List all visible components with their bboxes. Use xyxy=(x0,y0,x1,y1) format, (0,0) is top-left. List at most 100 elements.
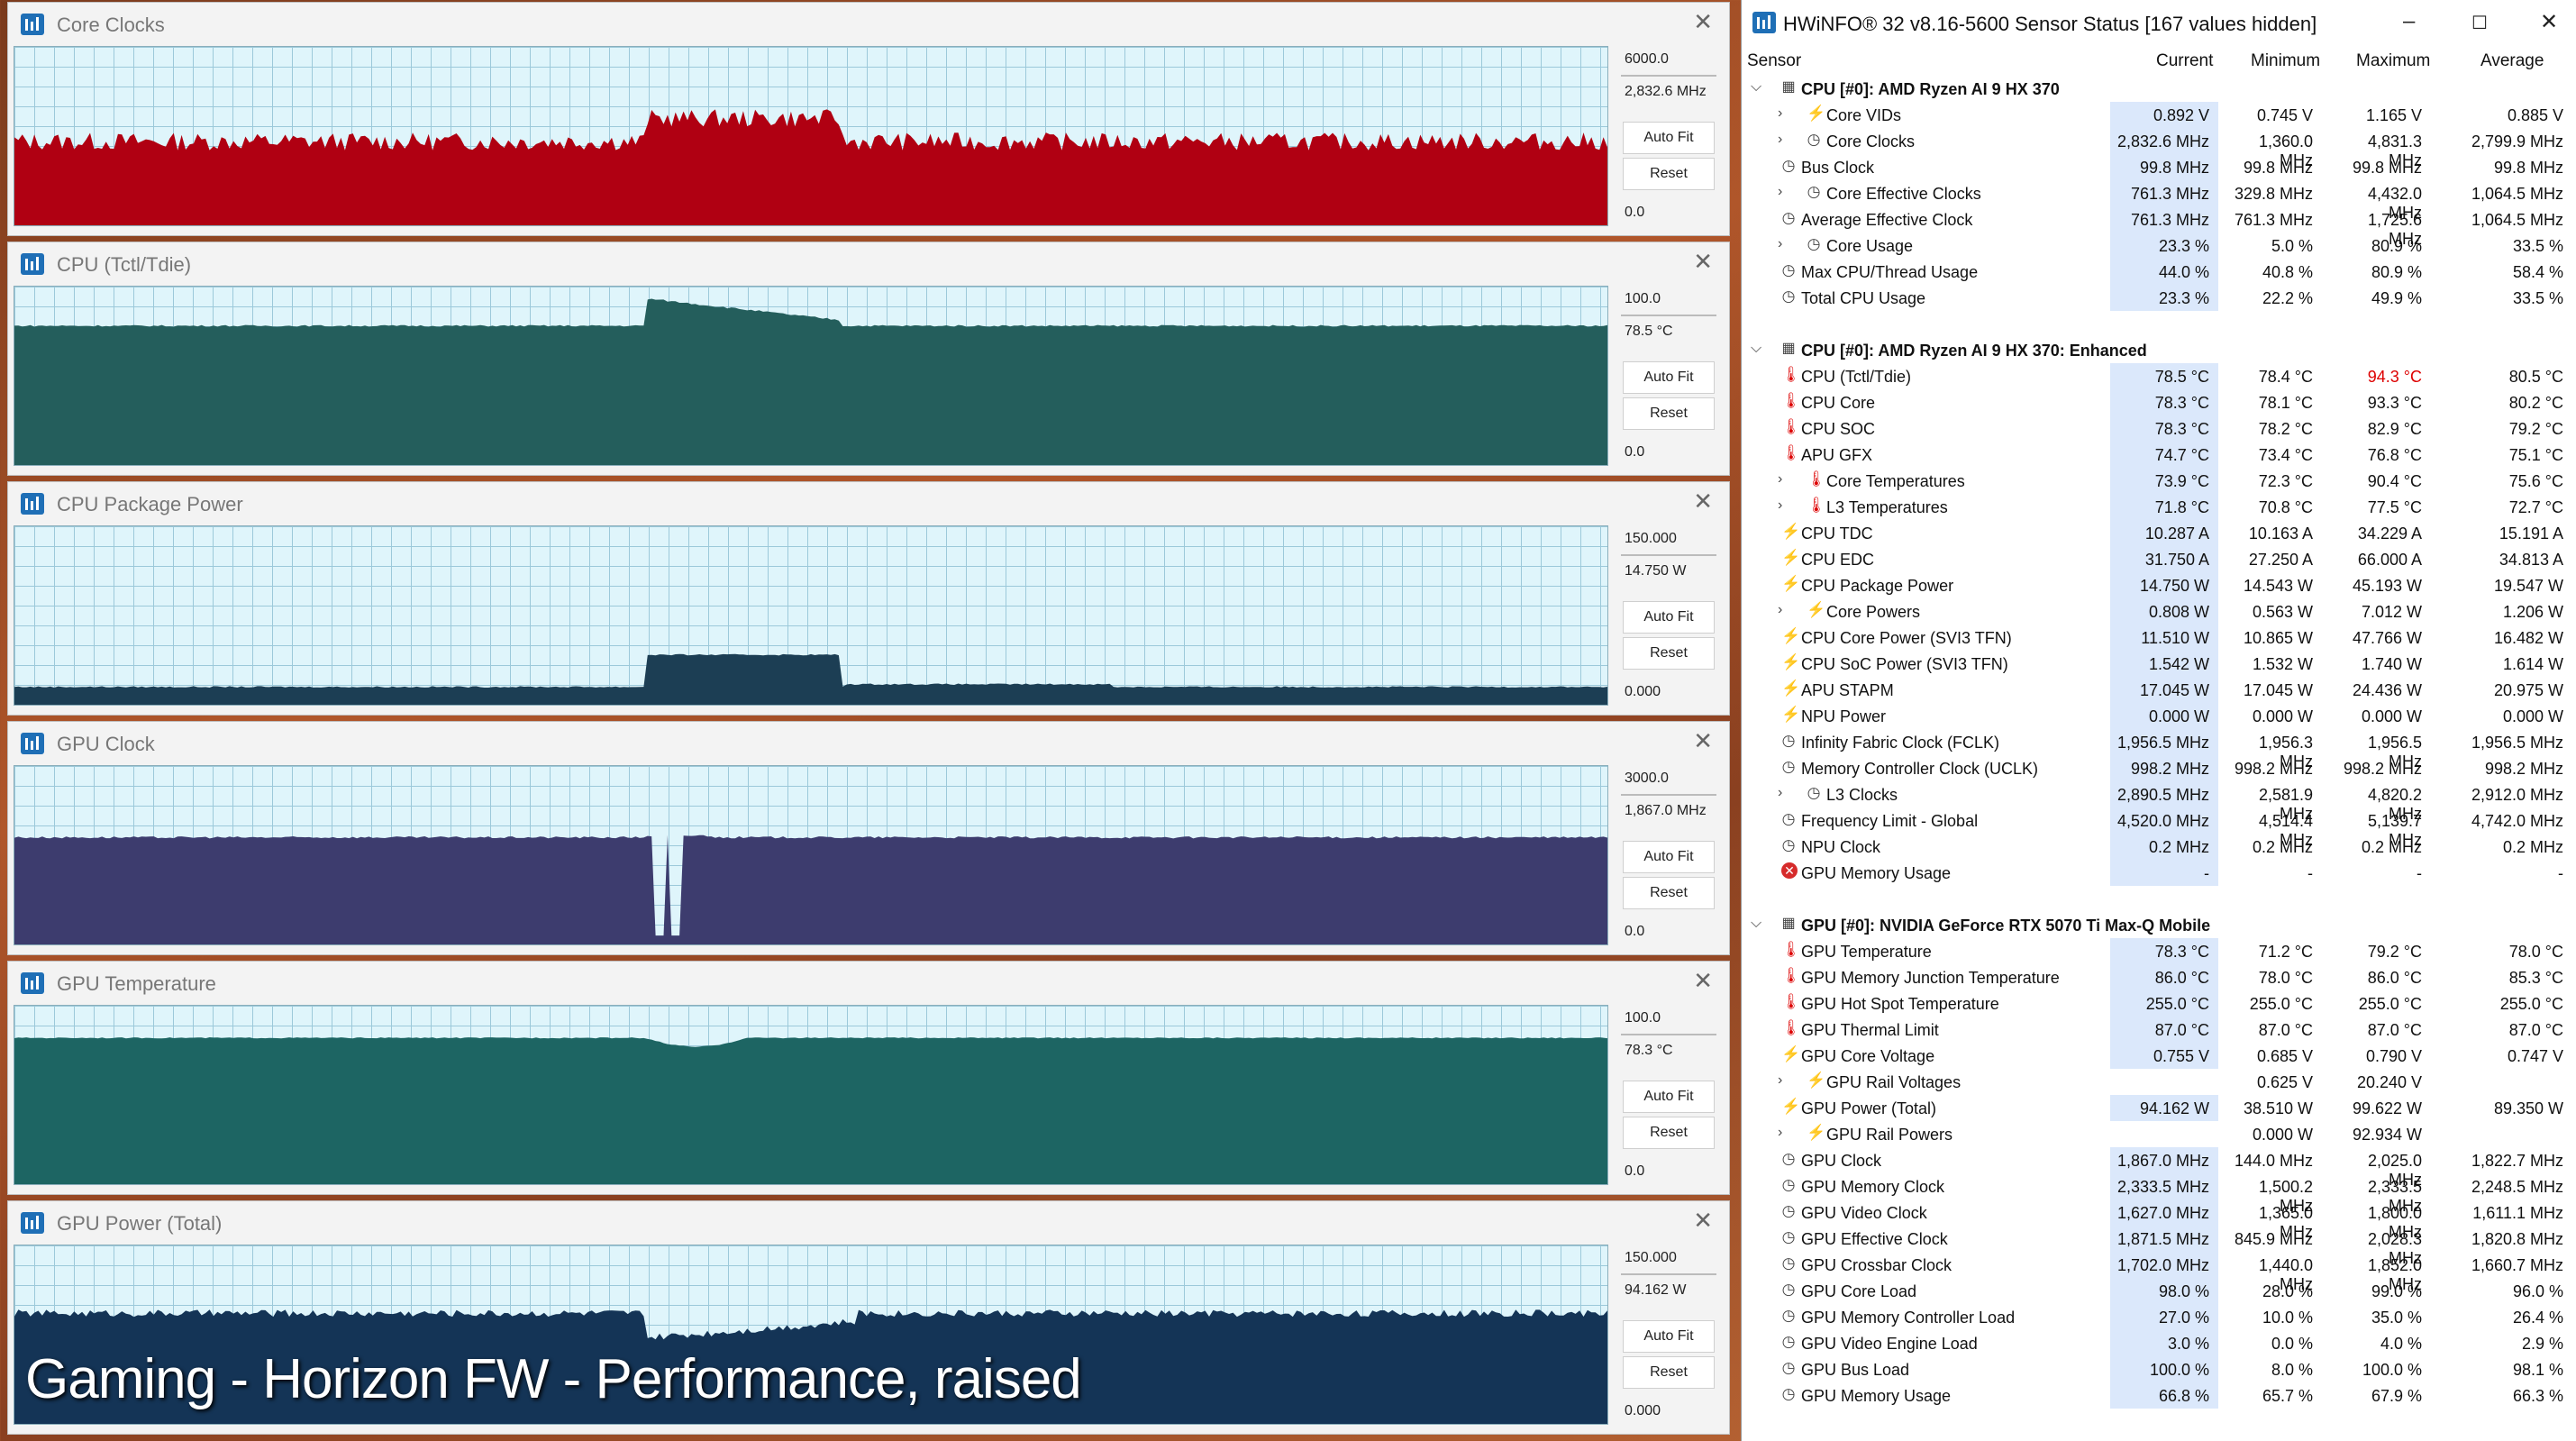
sensor-row[interactable]: ◷ Infinity Fabric Clock (FCLK) 1,956.5 MHz… xyxy=(1742,729,2576,771)
sensor-row[interactable]: ◷ GPU Memory Controller Load 27.0 % 10.0 % 3… xyxy=(1742,1304,2576,1330)
sensor-row[interactable]: › 🌡 Core Temperatures 73.9 °C 72.3 °C 90.4 °C… xyxy=(1742,468,2576,494)
col-minimum[interactable]: Minimum xyxy=(2251,51,2321,70)
close-icon[interactable]: ✕ xyxy=(1693,248,1713,275)
sensor-row[interactable]: ◷ NPU Clock 0.2 MHz 0.2 MHz 0.2 MHz 0.2 MHz xyxy=(1742,834,2576,860)
sensor-row[interactable]: › ◷ Core Clocks 2,832.6 MHz 1,360.0 MHz 4,831… xyxy=(1742,128,2576,169)
sensor-row[interactable]: ◷ GPU Video Engine Load 3.0 % 0.0 % 4.0 % 2.9… xyxy=(1742,1330,2576,1356)
sensor-row[interactable]: › 🌡 L3 Temperatures 71.8 °C 70.8 °C 77.5 °C 72… xyxy=(1742,494,2576,520)
sensor-group-row[interactable]: ⌵ ▦ CPU [#0]: AMD Ryzen AI 9 HX 370 xyxy=(1742,76,2576,102)
sensor-row[interactable]: ◷ GPU Crossbar Clock 1,702.0 MHz 1,440.0 MH… xyxy=(1742,1252,2576,1293)
col-maximum[interactable]: Maximum xyxy=(2356,51,2431,70)
sensor-row[interactable]: ◷ Memory Controller Clock (UCLK) 998.2 MHz… xyxy=(1742,755,2576,781)
sensor-row[interactable]: ◷ Frequency Limit - Global 4,520.0 MHz 4,51… xyxy=(1742,807,2576,849)
graph-titlebar[interactable]: Core Clocks ✕ xyxy=(8,3,1729,44)
sensor-row[interactable]: › ⚡ GPU Rail Powers 0.000 W 92.934 W xyxy=(1742,1121,2576,1147)
sensor-row[interactable]: ⚡ GPU Power (Total) 94.162 W 38.510 W 99.622… xyxy=(1742,1095,2576,1121)
sensor-row[interactable]: ✕ GPU Memory Usage - - - - xyxy=(1742,860,2576,886)
sensor-row[interactable]: ⚡ CPU SoC Power (SVI3 TFN) 1.542 W 1.532 W 1… xyxy=(1742,651,2576,677)
sensor-row[interactable]: › ⚡ Core VIDs 0.892 V 0.745 V 1.165 V 0.885 V xyxy=(1742,102,2576,128)
auto-fit-button[interactable]: Auto Fit xyxy=(1623,361,1715,394)
sensor-group-row[interactable]: ⌵ ▦ GPU [#0]: NVIDIA GeForce RTX 5070 Ti M… xyxy=(1742,912,2576,938)
auto-fit-button[interactable]: Auto Fit xyxy=(1623,1320,1715,1353)
close-button[interactable]: ✕ xyxy=(2540,10,2559,34)
sensor-row[interactable]: ◷ GPU Core Load 98.0 % 28.0 % 99.0 % 96.0 % xyxy=(1742,1278,2576,1304)
minimize-button[interactable]: – xyxy=(2403,9,2416,33)
hwinfo-app-icon xyxy=(21,972,44,994)
reset-button[interactable]: Reset xyxy=(1623,158,1715,190)
chevron-right-icon[interactable]: › xyxy=(1778,1072,1783,1088)
sensor-row[interactable]: 🌡 GPU Hot Spot Temperature 255.0 °C 255.0 °… xyxy=(1742,990,2576,1017)
sensor-row[interactable]: ⚡ CPU EDC 31.750 A 27.250 A 66.000 A 34.813 A xyxy=(1742,546,2576,572)
close-icon[interactable]: ✕ xyxy=(1693,727,1713,754)
close-icon[interactable]: ✕ xyxy=(1693,967,1713,994)
graph-titlebar[interactable]: CPU Package Power ✕ xyxy=(8,482,1729,524)
sensor-row[interactable]: › ⚡ Core Powers 0.808 W 0.563 W 7.012 W 1.206 … xyxy=(1742,598,2576,625)
sensor-row[interactable]: 🌡 GPU Memory Junction Temperature 86.0 °C 7… xyxy=(1742,964,2576,990)
chevron-right-icon[interactable]: › xyxy=(1778,497,1783,513)
minimum-value: 1,360.0 MHz xyxy=(2258,132,2313,169)
reset-button[interactable]: Reset xyxy=(1623,397,1715,430)
chevron-right-icon[interactable]: › xyxy=(1778,236,1783,251)
sensor-row[interactable]: ⚡ CPU Package Power 14.750 W 14.543 W 45.193… xyxy=(1742,572,2576,598)
auto-fit-button[interactable]: Auto Fit xyxy=(1623,1081,1715,1113)
sensor-row[interactable]: › ⚡ GPU Rail Voltages 0.625 V 20.240 V xyxy=(1742,1069,2576,1095)
close-icon[interactable]: ✕ xyxy=(1693,1207,1713,1234)
sensor-row[interactable]: 🌡 CPU SOC 78.3 °C 78.2 °C 82.9 °C 79.2 °C xyxy=(1742,415,2576,442)
chevron-right-icon[interactable]: › xyxy=(1778,105,1783,121)
sensor-row[interactable]: ⚡ NPU Power 0.000 W 0.000 W 0.000 W 0.000 W xyxy=(1742,703,2576,729)
auto-fit-button[interactable]: Auto Fit xyxy=(1623,841,1715,873)
sensor-row[interactable]: 🌡 GPU Temperature 78.3 °C 71.2 °C 79.2 °C 78.… xyxy=(1742,938,2576,964)
chevron-down-icon[interactable]: ⌵ xyxy=(1751,916,1762,931)
graph-titlebar[interactable]: GPU Clock ✕ xyxy=(8,722,1729,763)
sensor-row[interactable]: 🌡 CPU (Tctl/Tdie) 78.5 °C 78.4 °C 94.3 °C 80.… xyxy=(1742,363,2576,389)
chevron-right-icon[interactable]: › xyxy=(1778,471,1783,487)
graph-titlebar[interactable]: CPU (Tctl/Tdie) ✕ xyxy=(8,242,1729,284)
reset-button[interactable]: Reset xyxy=(1623,1117,1715,1149)
sensor-row[interactable]: ⚡ CPU Core Power (SVI3 TFN) 11.510 W 10.865… xyxy=(1742,625,2576,651)
sensor-row[interactable]: ⚡ GPU Core Voltage 0.755 V 0.685 V 0.790 V 0.… xyxy=(1742,1043,2576,1069)
reset-button[interactable]: Reset xyxy=(1623,877,1715,909)
chevron-right-icon[interactable]: › xyxy=(1778,184,1783,199)
chevron-right-icon[interactable]: › xyxy=(1778,785,1783,800)
auto-fit-button[interactable]: Auto Fit xyxy=(1623,601,1715,634)
chevron-down-icon[interactable]: ⌵ xyxy=(1751,79,1762,95)
chevron-right-icon[interactable]: › xyxy=(1778,1125,1783,1140)
sensor-row[interactable]: 🌡 CPU Core 78.3 °C 78.1 °C 93.3 °C 80.2 °C xyxy=(1742,389,2576,415)
sensor-row[interactable]: ◷ GPU Memory Usage 66.8 % 65.7 % 67.9 % 66.3 … xyxy=(1742,1382,2576,1409)
thermometer-icon: 🌡 xyxy=(1781,993,1801,1010)
col-average[interactable]: Average xyxy=(2480,51,2544,70)
sensor-row[interactable]: ◷ Bus Clock 99.8 MHz 99.8 MHz 99.8 MHz 99.8 M… xyxy=(1742,154,2576,180)
sensor-row[interactable]: ◷ GPU Video Clock 1,627.0 MHz 1,365.0 MHz 1,… xyxy=(1742,1199,2576,1241)
sensor-row[interactable]: ◷ GPU Clock 1,867.0 MHz 144.0 MHz 2,025.0 MH… xyxy=(1742,1147,2576,1189)
sensor-row[interactable]: › ◷ Core Usage 23.3 % 5.0 % 80.9 % 33.5 % xyxy=(1742,233,2576,259)
reset-button[interactable]: Reset xyxy=(1623,637,1715,670)
chevron-right-icon[interactable]: › xyxy=(1778,602,1783,617)
close-icon[interactable]: ✕ xyxy=(1693,8,1713,35)
reset-button[interactable]: Reset xyxy=(1623,1356,1715,1389)
sensor-row[interactable]: ⚡ CPU TDC 10.287 A 10.163 A 34.229 A 15.191 A xyxy=(1742,520,2576,546)
close-icon[interactable]: ✕ xyxy=(1693,488,1713,515)
sensor-row[interactable]: 🌡 GPU Thermal Limit 87.0 °C 87.0 °C 87.0 °C 8… xyxy=(1742,1017,2576,1043)
chevron-down-icon[interactable]: ⌵ xyxy=(1751,341,1762,356)
auto-fit-button[interactable]: Auto Fit xyxy=(1623,122,1715,154)
sensor-row[interactable]: ◷ Average Effective Clock 761.3 MHz 761.3 M… xyxy=(1742,206,2576,248)
sensor-row[interactable]: ◷ Total CPU Usage 23.3 % 22.2 % 49.9 % 33.5 % xyxy=(1742,285,2576,311)
sensor-row[interactable]: 🌡 APU GFX 74.7 °C 73.4 °C 76.8 °C 75.1 °C xyxy=(1742,442,2576,468)
chevron-right-icon[interactable]: › xyxy=(1778,132,1783,147)
sensor-row[interactable]: ⚡ APU STAPM 17.045 W 17.045 W 24.436 W 20.975… xyxy=(1742,677,2576,703)
sensor-row[interactable]: ◷ Max CPU/Thread Usage 44.0 % 40.8 % 80.9 % 5… xyxy=(1742,259,2576,285)
graph-titlebar[interactable]: GPU Temperature ✕ xyxy=(8,962,1729,1003)
sensor-name: L3 Clocks xyxy=(1826,786,1898,804)
sensor-row[interactable]: › ◷ L3 Clocks 2,890.5 MHz 2,581.9 MHz 4,820.2… xyxy=(1742,781,2576,823)
col-current[interactable]: Current xyxy=(2156,51,2214,70)
average-value: 1.614 W xyxy=(2502,655,2563,673)
sensor-row[interactable]: ◷ GPU Bus Load 100.0 % 8.0 % 100.0 % 98.1 % xyxy=(1742,1356,2576,1382)
col-sensor[interactable]: Sensor xyxy=(1747,51,1802,70)
hwinfo-titlebar[interactable]: HWiNFO® 32 v8.16-5600 Sensor Status [167… xyxy=(1742,0,2576,47)
sensor-group-row[interactable]: ⌵ ▦ CPU [#0]: AMD Ryzen AI 9 HX 370: Enhan… xyxy=(1742,337,2576,363)
graph-titlebar[interactable]: GPU Power (Total) ✕ xyxy=(8,1201,1729,1243)
maximize-button[interactable]: ☐ xyxy=(2471,14,2488,33)
sensor-row[interactable]: ◷ GPU Memory Clock 2,333.5 MHz 1,500.2 MHz 2… xyxy=(1742,1173,2576,1215)
sensor-row[interactable]: › ◷ Core Effective Clocks 761.3 MHz 329.8 MH… xyxy=(1742,180,2576,222)
sensor-row[interactable]: ◷ GPU Effective Clock 1,871.5 MHz 845.9 MHz… xyxy=(1742,1226,2576,1267)
